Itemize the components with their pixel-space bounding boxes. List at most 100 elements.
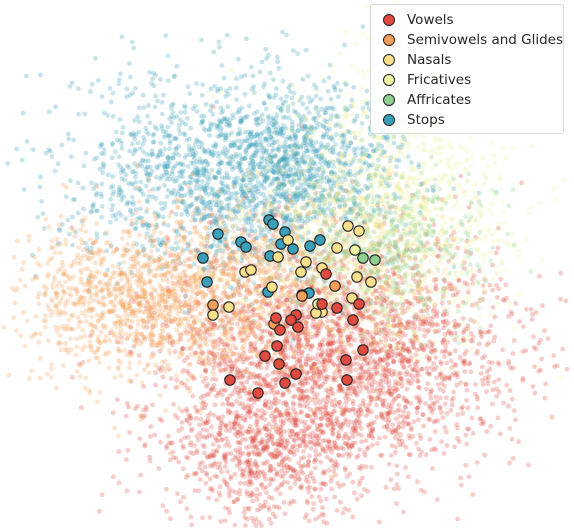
background-point-vowels	[343, 417, 348, 422]
background-point-vowels	[513, 417, 518, 423]
background-point-vowels	[480, 364, 485, 370]
background-point-stops	[215, 134, 221, 139]
background-point-stops	[234, 97, 239, 102]
background-point-vowels	[203, 384, 209, 389]
background-point-stops	[263, 46, 269, 52]
background-point-stops	[182, 155, 188, 161]
background-point-vowels	[247, 409, 253, 414]
background-point-vowels	[217, 361, 223, 367]
background-point-vowels	[247, 493, 253, 499]
background-point-vowels	[493, 250, 499, 256]
background-point-vowels	[278, 424, 284, 430]
background-point-vowels	[461, 338, 467, 343]
background-point-vowels	[437, 371, 443, 377]
background-point-vowels	[368, 430, 374, 436]
background-point-vowels	[529, 317, 535, 322]
background-point-stops	[127, 74, 133, 80]
background-point-vowels	[244, 379, 250, 385]
background-point-vowels	[385, 419, 391, 425]
background-point-vowels	[405, 299, 410, 304]
background-point-vowels	[355, 361, 360, 367]
background-point-vowels	[329, 486, 335, 492]
background-point-vowels	[262, 417, 268, 422]
background-point-stops	[120, 130, 125, 136]
background-point-stops	[118, 71, 123, 77]
background-point-vowels	[437, 406, 443, 411]
background-point-vowels	[148, 424, 154, 429]
background-point-vowels	[396, 402, 402, 408]
background-point-vowels	[229, 425, 234, 430]
background-point-vowels	[165, 433, 171, 439]
background-point-stops	[109, 99, 114, 105]
background-point-vowels	[441, 451, 447, 456]
background-point-vowels	[281, 390, 286, 396]
background-point-vowels	[347, 334, 353, 340]
background-point-stops	[132, 117, 137, 123]
background-point-stops	[170, 101, 176, 107]
background-point-vowels	[132, 406, 138, 412]
background-point-vowels	[492, 314, 498, 320]
background-point-vowels	[281, 457, 286, 462]
background-point-vowels	[167, 340, 173, 345]
background-point-vowels	[349, 444, 355, 450]
background-point-stops	[184, 137, 190, 143]
background-point-vowels	[298, 409, 304, 415]
background-point-vowels	[225, 401, 231, 406]
background-point-vowels	[349, 367, 354, 373]
background-point-vowels	[291, 416, 297, 421]
background-point-vowels	[496, 286, 501, 292]
background-point-vowels	[78, 405, 84, 410]
background-point-stops	[117, 117, 123, 123]
background-point-vowels	[297, 401, 302, 407]
background-point-vowels	[304, 394, 310, 399]
background-point-vowels	[338, 344, 344, 350]
background-point-vowels	[247, 471, 252, 477]
background-point-vowels	[478, 421, 484, 427]
background-point-vowels	[201, 378, 206, 384]
background-point-vowels	[343, 188, 348, 194]
background-point-vowels	[395, 380, 401, 386]
background-point-vowels	[335, 321, 341, 326]
background-point-stops	[267, 70, 273, 76]
background-point-stops	[208, 86, 214, 92]
background-point-stops	[219, 63, 225, 68]
background-point-stops	[209, 190, 215, 196]
background-point-vowels	[484, 429, 490, 434]
background-point-vowels	[195, 300, 201, 306]
background-point-vowels	[226, 506, 232, 512]
background-point-vowels	[437, 395, 443, 401]
background-point-vowels	[274, 471, 280, 477]
background-point-vowels	[352, 422, 358, 428]
background-point-vowels	[463, 432, 469, 438]
background-point-stops	[143, 125, 149, 131]
background-point-vowels	[317, 369, 323, 375]
background-point-vowels	[359, 439, 364, 444]
background-point-stops	[209, 152, 215, 158]
background-point-vowels	[329, 318, 335, 324]
background-point-vowels	[532, 364, 537, 369]
background-point-vowels	[223, 387, 228, 393]
background-point-vowels	[237, 394, 243, 400]
background-point-vowels	[297, 476, 303, 482]
background-point-stops	[122, 177, 128, 183]
background-point-vowels	[285, 440, 291, 446]
background-point-vowels	[365, 297, 371, 303]
background-point-vowels	[463, 462, 469, 468]
background-point-vowels	[313, 516, 318, 522]
background-point-vowels	[409, 425, 414, 431]
background-point-vowels	[412, 324, 418, 330]
background-point-vowels	[507, 426, 513, 431]
background-point-vowels	[183, 279, 189, 284]
background-point-vowels	[337, 424, 343, 430]
background-point-vowels	[365, 361, 370, 367]
background-point-vowels	[318, 325, 324, 330]
background-point-vowels	[465, 289, 471, 295]
background-point-stops	[199, 37, 204, 43]
background-point-stops	[75, 180, 81, 186]
background-point-vowels	[317, 433, 322, 438]
background-point-vowels	[186, 413, 192, 419]
background-point-vowels	[263, 301, 269, 307]
background-point-vowels	[110, 474, 116, 480]
background-point-vowels	[388, 347, 394, 353]
background-point-vowels	[477, 416, 483, 422]
